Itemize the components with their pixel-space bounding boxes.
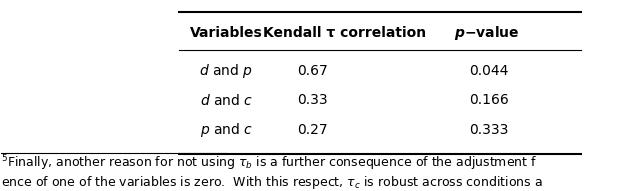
Text: $p$ and $c$: $p$ and $c$ bbox=[200, 121, 253, 139]
Text: $\bfit{p}$$\mathbf{-value}$: $\bfit{p}$$\mathbf{-value}$ bbox=[454, 24, 519, 42]
Text: Variables: Variables bbox=[190, 26, 262, 40]
Text: 0.044: 0.044 bbox=[468, 64, 508, 78]
Text: 0.27: 0.27 bbox=[297, 123, 328, 137]
Text: 0.33: 0.33 bbox=[297, 93, 328, 108]
Text: $d$ and $p$: $d$ and $p$ bbox=[199, 62, 253, 80]
Text: Kendall τ correlation: Kendall τ correlation bbox=[263, 26, 426, 40]
Text: 0.333: 0.333 bbox=[468, 123, 508, 137]
Text: 0.166: 0.166 bbox=[468, 93, 508, 108]
Text: ence of one of the variables is zero.  With this respect, $\tau_c$ is robust acr: ence of one of the variables is zero. Wi… bbox=[1, 174, 543, 191]
Text: $d$ and $c$: $d$ and $c$ bbox=[200, 93, 253, 108]
Text: 0.67: 0.67 bbox=[297, 64, 328, 78]
Text: $^5$Finally, another reason for not using $\tau_b$ is a further consequence of t: $^5$Finally, another reason for not usin… bbox=[1, 153, 538, 173]
